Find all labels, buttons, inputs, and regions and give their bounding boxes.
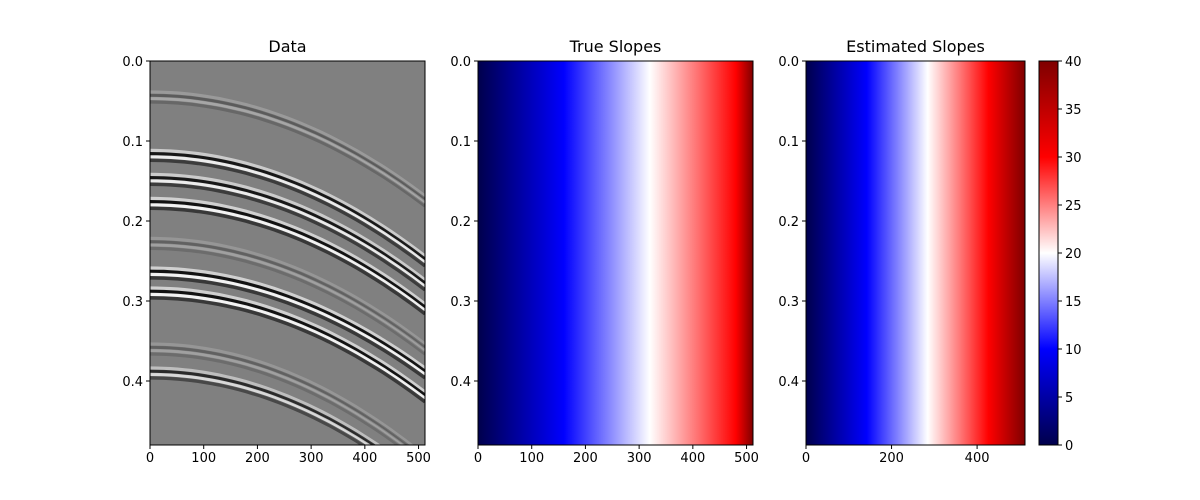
seismic-event	[150, 203, 425, 313]
colorbar-tick-label: 40	[1065, 55, 1082, 70]
estimated-slopes-x-axis: 0 200 400	[802, 445, 990, 466]
colorbar-tick-label: 20	[1065, 247, 1082, 262]
data-y-tick-label: 0.3	[122, 295, 143, 310]
seismic-event	[150, 348, 406, 445]
seismic-event	[150, 155, 425, 265]
colorbar-tick-label: 10	[1065, 343, 1082, 358]
estimated-slopes-field	[806, 61, 1025, 445]
true-slopes-image	[478, 61, 753, 445]
seismic-event	[150, 345, 410, 445]
true-slopes-x-tick-label: 300	[627, 451, 652, 466]
true-slopes-y-tick-label: 0.2	[450, 215, 471, 230]
estimated-slopes-frame	[805, 60, 1026, 446]
data-y-tick-label: 0.1	[122, 135, 143, 150]
seismic-event	[150, 292, 425, 401]
seismic-event	[150, 158, 425, 268]
seismic-event	[150, 172, 425, 282]
data-panel-title: Data	[268, 37, 306, 56]
colorbar-tick-label: 35	[1065, 103, 1082, 118]
seismic-event	[150, 352, 402, 445]
seismic-event	[150, 243, 425, 353]
true-slopes-x-tick-label: 400	[680, 451, 705, 466]
data-x-tick-label: 200	[245, 451, 270, 466]
true-slopes-x-tick-label: 100	[519, 451, 544, 466]
seismic-event	[150, 296, 425, 404]
seismic-data-image	[150, 61, 425, 445]
estimated-slopes-y-tick-label: 0.4	[778, 375, 799, 390]
data-panel-x-axis: 0 100 200 300 400 500	[146, 445, 431, 466]
seismic-event	[150, 272, 425, 377]
seismic-event	[150, 182, 425, 292]
true-slopes-frame	[477, 60, 754, 446]
seismic-event	[150, 100, 425, 208]
seismic-event	[150, 342, 414, 445]
seismic-event	[150, 148, 425, 258]
seismic-event	[150, 206, 425, 316]
estimated-slopes-x-tick-label: 200	[879, 451, 904, 466]
colorbar-tick-label: 5	[1065, 391, 1073, 406]
seismic-event	[150, 369, 377, 445]
colorbar-axis: 0 5 10 15 20 25 30 35 40	[1058, 55, 1082, 454]
estimated-slopes-title: Estimated Slopes	[846, 37, 985, 56]
seismic-event	[150, 276, 425, 380]
seismic-event	[150, 366, 381, 445]
true-slopes-x-axis: 0 100 200 300 400 500	[474, 445, 759, 466]
true-slopes-panel: True Slopes 0 100 200 300 400 500 0.00.10.20.…	[450, 37, 759, 466]
data-y-tick-label: 0.0	[122, 55, 143, 70]
estimated-slopes-x-tick-label: 400	[965, 451, 990, 466]
seismic-event	[150, 376, 367, 445]
colorbar: 0 5 10 15 20 25 30 35 40	[1038, 55, 1082, 454]
data-x-tick-label: 300	[299, 451, 324, 466]
estimated-slopes-y-tick-label: 0.0	[778, 55, 799, 70]
true-slopes-field	[478, 61, 753, 445]
data-x-tick-label: 400	[352, 451, 377, 466]
seismic-event	[150, 93, 425, 201]
colorbar-gradient	[1039, 61, 1058, 445]
estimated-slopes-x-tick-label: 0	[802, 451, 810, 466]
seismic-event	[150, 176, 425, 285]
seismic-event	[150, 152, 425, 261]
data-x-tick-label: 0	[146, 451, 154, 466]
seismic-event	[150, 200, 425, 309]
colorbar-tick-label: 0	[1065, 439, 1073, 454]
seismic-event	[150, 90, 425, 198]
data-panel-frame	[149, 60, 426, 446]
seismic-event	[150, 269, 425, 373]
estimated-slopes-y-tick-label: 0.3	[778, 295, 799, 310]
seismic-event	[150, 179, 425, 289]
seismic-event	[150, 96, 425, 205]
seismic-event	[150, 236, 425, 346]
true-slopes-x-tick-label: 500	[734, 451, 759, 466]
colorbar-tick-label: 15	[1065, 295, 1082, 310]
data-y-tick-label: 0.2	[122, 215, 143, 230]
data-y-tick-label: 0.4	[122, 375, 143, 390]
estimated-slopes-image	[806, 61, 1025, 445]
true-slopes-y-axis: 0.0 0.1 0.2 0.3 0.4	[450, 55, 478, 390]
true-slopes-x-tick-label: 200	[573, 451, 598, 466]
seismic-event	[150, 246, 425, 356]
seismic-event	[150, 289, 425, 397]
estimated-slopes-y-axis: 0.0 0.1 0.2 0.3 0.4	[778, 55, 806, 390]
true-slopes-y-tick-label: 0.4	[450, 375, 471, 390]
data-x-tick-label: 100	[191, 451, 216, 466]
true-slopes-x-tick-label: 0	[474, 451, 482, 466]
seismic-event	[150, 372, 372, 445]
estimated-slopes-y-tick-label: 0.2	[778, 215, 799, 230]
colorbar-tick-label: 30	[1065, 151, 1082, 166]
estimated-slopes-panel: Estimated Slopes 0 200 400 0.0 0.1 0.2 0.3 0.4	[778, 37, 1026, 466]
true-slopes-y-tick-label: 0.1	[450, 135, 471, 150]
data-panel: Data 0 100 200 300 400 500 0.0 0.1 0.2 0.3 0.4	[122, 37, 431, 466]
seismic-event	[150, 196, 425, 306]
seismic-event	[150, 266, 425, 370]
true-slopes-y-tick-label: 0.0	[450, 55, 471, 70]
seismic-event	[150, 286, 425, 394]
estimated-slopes-y-tick-label: 0.1	[778, 135, 799, 150]
seismic-event	[150, 240, 425, 349]
colorbar-tick-label: 25	[1065, 199, 1082, 214]
true-slopes-y-tick-label: 0.3	[450, 295, 471, 310]
true-slopes-title: True Slopes	[569, 37, 662, 56]
data-x-tick-label: 500	[406, 451, 431, 466]
data-panel-y-axis: 0.0 0.1 0.2 0.3 0.4	[122, 55, 150, 390]
